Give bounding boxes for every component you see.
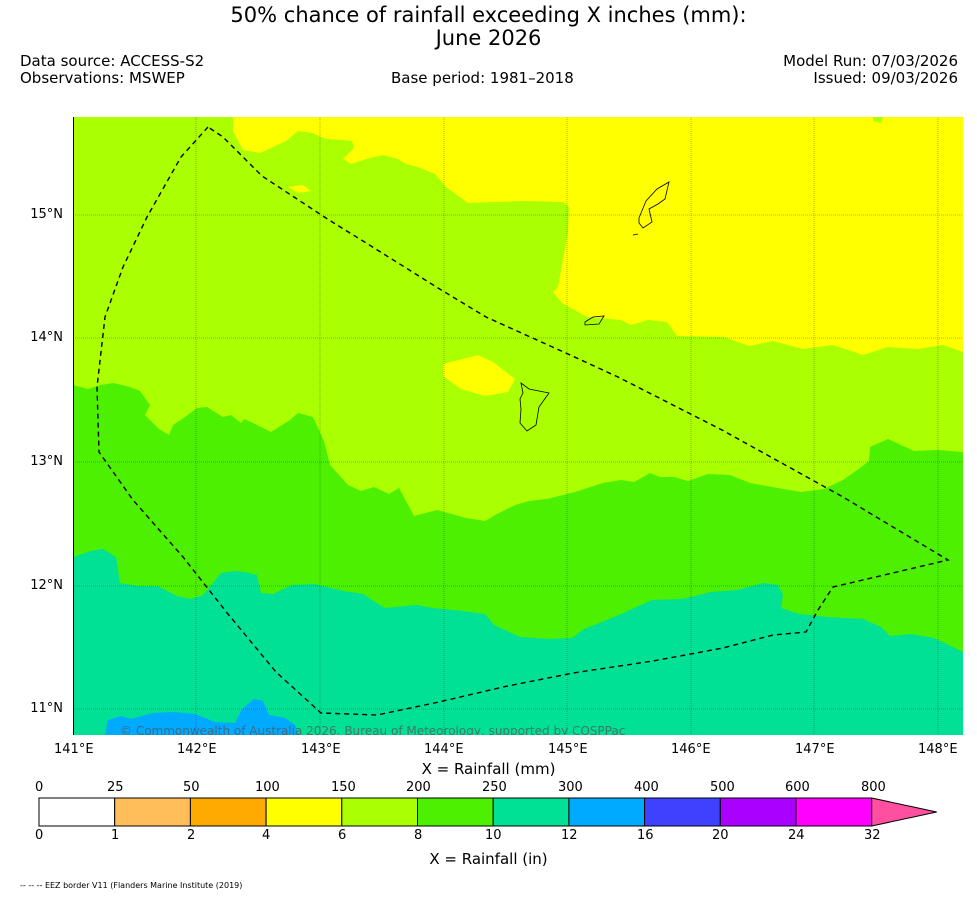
colorbar-cell <box>341 797 418 827</box>
grid-lines <box>73 117 963 735</box>
in-tick: 12 <box>561 828 578 843</box>
lon-label-144e: 144°E <box>424 742 464 757</box>
in-tick: 16 <box>637 828 654 843</box>
colorbar-cell <box>492 797 570 827</box>
in-tick: 2 <box>187 828 196 843</box>
mm-tick: 400 <box>634 780 659 795</box>
lon-label-143e: 143°E <box>301 742 341 757</box>
yellow-patch <box>443 355 515 396</box>
observations: Observations: MSWEP <box>20 69 185 87</box>
lat-label-13n: 13°N <box>30 454 63 469</box>
mm-tick: 600 <box>785 780 810 795</box>
lon-label-147e: 147°E <box>795 742 835 757</box>
map-title-line1: 50% chance of rainfall exceeding X inche… <box>230 3 747 27</box>
colorbar-extend-arrow <box>871 797 937 827</box>
island-rota <box>584 315 605 326</box>
band-100-150 <box>233 117 963 355</box>
lon-label-142e: 142°E <box>177 742 217 757</box>
base-period: Base period: 1981–2018 <box>391 69 574 87</box>
eez-border <box>96 126 950 716</box>
mm-tick: 250 <box>482 780 507 795</box>
lat-label-12n: 12°N <box>30 578 63 593</box>
lon-label-148e: 148°E <box>918 742 958 757</box>
island-guam <box>519 382 550 432</box>
colorbar-cell <box>114 797 191 827</box>
lon-label-145e: 145°E <box>548 742 588 757</box>
data-source: Data source: ACCESS-S2 <box>20 52 205 70</box>
in-tick: 24 <box>788 828 805 843</box>
in-tick: 0 <box>35 828 44 843</box>
colorbar-cell <box>644 797 721 827</box>
issued-date: Issued: 09/03/2026 <box>813 69 958 87</box>
islands <box>519 181 670 432</box>
map-title-line2: June 2026 <box>435 26 542 50</box>
in-tick: 20 <box>712 828 729 843</box>
island-tinian <box>638 181 670 229</box>
in-tick: 4 <box>262 828 271 843</box>
lon-label-141e: 141°E <box>54 742 94 757</box>
colorbar-mm-label: X = Rainfall (mm) <box>421 760 556 778</box>
lat-label-11n: 11°N <box>30 701 63 716</box>
band-250-300 <box>73 549 963 735</box>
colorbar-cell <box>189 797 267 827</box>
mm-tick: 50 <box>183 780 200 795</box>
in-tick: 6 <box>338 828 347 843</box>
copyright-notice: © Commonwealth of Australia 2026, Bureau… <box>120 724 625 735</box>
in-tick: 8 <box>414 828 423 843</box>
colorbar-cell <box>265 797 343 827</box>
band-300-400 <box>105 699 299 735</box>
colorbar-cell <box>38 797 116 827</box>
mm-tick: 300 <box>558 780 583 795</box>
colorbar-cell <box>417 797 494 827</box>
lat-label-15n: 15°N <box>30 207 63 222</box>
colorbar-cell <box>719 797 797 827</box>
colorbar-cell <box>795 797 873 827</box>
colorbar-cell <box>568 797 646 827</box>
colorbar <box>38 797 937 827</box>
colorbar-in-label: X = Rainfall (in) <box>429 850 548 868</box>
lat-label-14n: 14°N <box>30 330 63 345</box>
mm-tick: 800 <box>861 780 886 795</box>
mm-tick: 25 <box>107 780 124 795</box>
mm-tick: 150 <box>331 780 356 795</box>
model-run: Model Run: 07/03/2026 <box>783 52 958 70</box>
rainfall-map: © Commonwealth of Australia 2026, Bureau… <box>73 117 963 735</box>
lon-label-146e: 146°E <box>671 742 711 757</box>
mm-tick: 500 <box>710 780 735 795</box>
mm-tick: 200 <box>406 780 431 795</box>
mm-tick: 0 <box>35 780 44 795</box>
eez-footnote: -- -- -- EEZ border V11 (Flanders Marine… <box>20 881 243 890</box>
in-tick: 10 <box>485 828 502 843</box>
in-tick: 1 <box>111 828 120 843</box>
mm-tick: 100 <box>255 780 280 795</box>
in-tick: 32 <box>864 828 881 843</box>
